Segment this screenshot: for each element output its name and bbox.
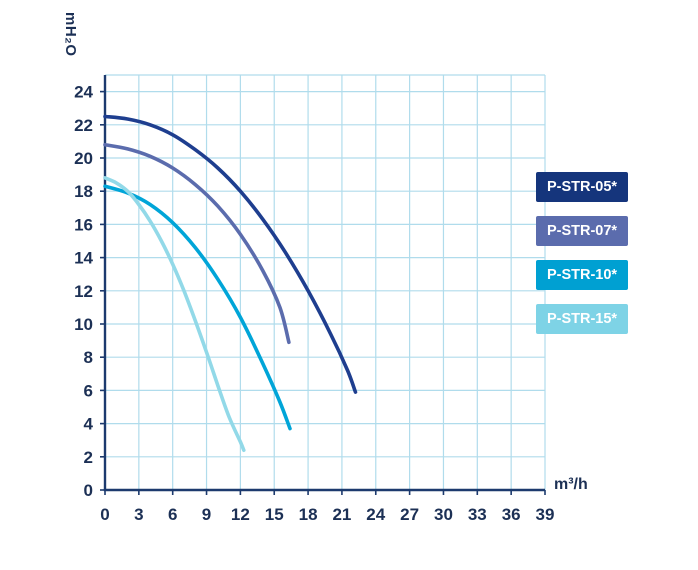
x-tick-label: 18 — [299, 505, 318, 524]
legend: P-STR-05* P-STR-07* P-STR-10* P-STR-15* — [536, 172, 628, 334]
y-tick-label: 10 — [74, 315, 93, 334]
y-tick-label: 2 — [84, 448, 93, 467]
y-tick-label: 18 — [74, 182, 93, 201]
curve-p-str-10 — [103, 184, 292, 431]
x-tick-label: 39 — [536, 505, 555, 524]
x-tick-label: 0 — [100, 505, 109, 524]
x-tick-label: 24 — [366, 505, 385, 524]
y-tick-label: 14 — [74, 249, 93, 268]
y-tick-label: 6 — [84, 381, 93, 400]
x-tick-label: 33 — [468, 505, 487, 524]
y-tick-label: 12 — [74, 282, 93, 301]
curve-p-str-05 — [103, 114, 358, 394]
legend-item-p-str-10: P-STR-10* — [536, 260, 628, 290]
x-tick-label: 21 — [332, 505, 351, 524]
y-tick-label: 20 — [74, 149, 93, 168]
curve-p-str-15 — [103, 176, 246, 452]
y-tick-label: 16 — [74, 215, 93, 234]
y-tick-label: 8 — [84, 348, 93, 367]
x-tick-label: 27 — [400, 505, 419, 524]
x-tick-label: 36 — [502, 505, 521, 524]
x-tick-label: 3 — [134, 505, 143, 524]
x-tick-label: 15 — [265, 505, 284, 524]
legend-item-p-str-05: P-STR-05* — [536, 172, 628, 202]
x-axis-unit-label: m³/h — [554, 476, 588, 493]
x-tick-label: 30 — [434, 505, 453, 524]
x-tick-label: 9 — [202, 505, 211, 524]
y-tick-label: 4 — [84, 415, 94, 434]
x-tick-label: 6 — [168, 505, 177, 524]
x-tick-label: 12 — [231, 505, 250, 524]
y-tick-label: 22 — [74, 116, 93, 135]
y-tick-label: 24 — [74, 83, 93, 102]
legend-item-p-str-15: P-STR-15* — [536, 304, 628, 334]
curve-p-str-07 — [103, 142, 291, 345]
y-tick-label: 0 — [84, 481, 93, 500]
y-axis-unit-label: mH₂O — [62, 12, 79, 57]
legend-item-p-str-07: P-STR-07* — [536, 216, 628, 246]
